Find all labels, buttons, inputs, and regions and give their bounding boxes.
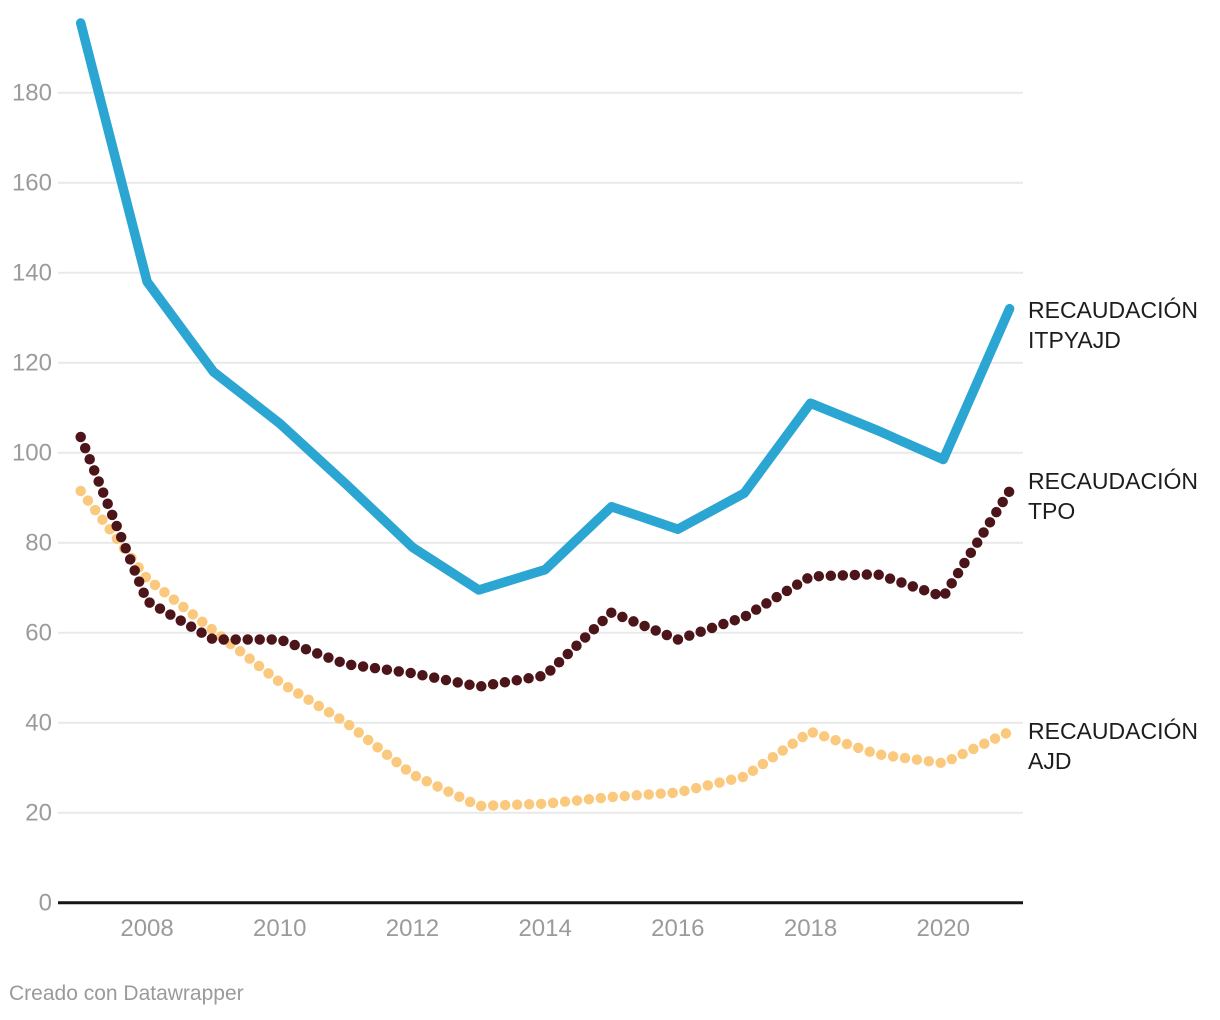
- x-tick-label: 2020: [917, 915, 970, 942]
- series-label-line: RECAUDACIÓN: [1028, 468, 1198, 494]
- series-line-0: [75, 18, 1015, 595]
- x-tick-label: 2010: [253, 915, 306, 942]
- y-tick-label: 100: [12, 440, 52, 467]
- y-tick-label: 160: [12, 170, 52, 197]
- x-tick-label: 2018: [784, 915, 837, 942]
- x-tick-label: 2014: [518, 915, 571, 942]
- x-tick-label: 2012: [386, 915, 439, 942]
- y-tick-label: 180: [12, 80, 52, 107]
- line-chart: 0 20 40 60 80 100 120 140 160 180 2008 2010 2012 2014…: [12, 18, 1023, 942]
- series-label-tpo: RECAUDACIÓN TPO: [1028, 466, 1198, 526]
- datawrapper-credit: Creado con Datawrapper: [9, 982, 244, 1005]
- series-label-itpyajd: RECAUDACIÓN ITPYAJD: [1028, 295, 1198, 355]
- y-tick-label: 120: [12, 350, 52, 377]
- y-tick-label: 60: [25, 620, 52, 647]
- series-line-1: [75, 431, 1015, 692]
- series-label-line: RECAUDACIÓN: [1028, 718, 1198, 744]
- y-tick-label: 80: [25, 530, 52, 557]
- y-tick-label: 140: [12, 260, 52, 287]
- x-tick-label: 2008: [120, 915, 173, 942]
- y-tick-label: 40: [25, 710, 52, 737]
- series-label-line: RECAUDACIÓN: [1028, 297, 1198, 323]
- y-tick-label: 0: [39, 890, 52, 917]
- y-tick-label: 20: [25, 800, 52, 827]
- series-label-line: TPO: [1028, 498, 1076, 524]
- series-label-line: AJD: [1028, 748, 1072, 774]
- series-line-2: [75, 485, 1015, 812]
- series-label-line: ITPYAJD: [1028, 327, 1121, 353]
- x-tick-label: 2016: [651, 915, 704, 942]
- series-label-ajd: RECAUDACIÓN AJD: [1028, 716, 1198, 776]
